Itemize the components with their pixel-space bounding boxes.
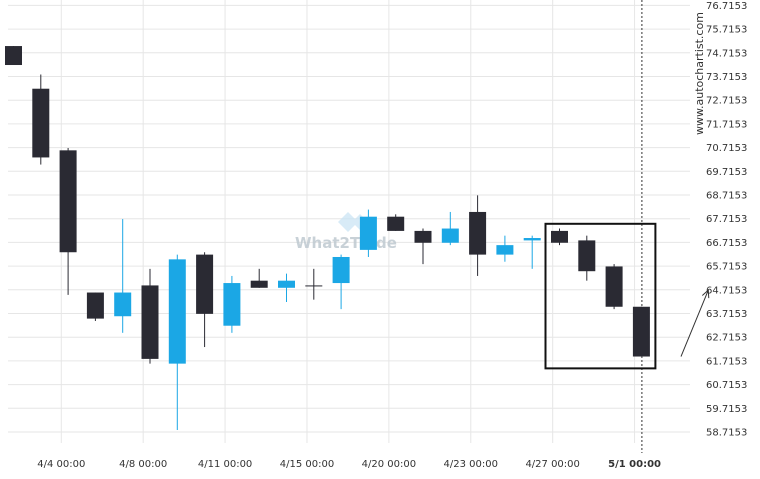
candle [223, 275, 241, 333]
logo-text: What2Trade [295, 234, 397, 252]
x-tick-label: 4/15 00:00 [280, 459, 334, 470]
candle-body [86, 292, 104, 319]
candle [441, 211, 459, 246]
projection-arrow [680, 289, 710, 357]
candle [578, 235, 596, 281]
candle-body [441, 228, 459, 243]
y-tick-label: 61.7153 [706, 356, 747, 367]
candle [278, 273, 295, 303]
y-tick-label: 64.7153 [706, 285, 747, 296]
candles [5, 46, 650, 430]
y-tick-label: 69.7153 [706, 167, 747, 178]
y-tick-label: 67.7153 [706, 214, 747, 225]
candle-body [305, 285, 323, 287]
y-tick-label: 62.7153 [706, 333, 747, 344]
pattern-box [544, 222, 657, 370]
candle-body [223, 283, 241, 326]
candle-body [632, 306, 650, 357]
candle [332, 254, 350, 310]
x-tick-label: 5/1 00:00 [608, 459, 661, 470]
y-tick-label: 71.7153 [706, 119, 747, 130]
candle [551, 228, 568, 246]
candle-body [551, 230, 568, 243]
candle [496, 235, 514, 262]
arrow-shaft [680, 289, 709, 357]
candle-body [523, 238, 541, 241]
candle [605, 264, 623, 310]
candle-body [578, 240, 596, 272]
y-tick-label: 70.7153 [706, 143, 747, 154]
x-tick-label: 4/4 00:00 [37, 459, 85, 470]
candle [141, 268, 159, 364]
y-axis: 76.7153 75.7153 74.7153 73.7153 72.7153 71.71… [706, 1, 747, 439]
y-tick-label: 63.7153 [706, 309, 747, 320]
x-tick-label: 4/20 00:00 [362, 459, 416, 470]
candle-body [496, 245, 514, 255]
candle [59, 147, 77, 295]
y-tick-label: 72.7153 [706, 96, 747, 107]
candle-body [168, 259, 186, 364]
candle-body [469, 211, 487, 255]
y-tick-label: 58.7153 [706, 428, 747, 439]
x-tick-label: 4/27 00:00 [525, 459, 579, 470]
watermark-text: www.autochartist.com [693, 12, 706, 135]
candle-body [278, 280, 295, 288]
candle-body [250, 280, 268, 288]
candle-body [414, 230, 432, 243]
candle-body [605, 266, 623, 307]
candle-body [141, 285, 159, 359]
candle [469, 195, 487, 276]
candle [196, 252, 214, 348]
candle-body [114, 292, 132, 317]
candle [523, 235, 541, 269]
candle-body [32, 88, 50, 158]
candle [168, 254, 186, 430]
candle-body [332, 256, 350, 284]
candle [250, 268, 268, 288]
y-tick-label: 68.7153 [706, 191, 747, 202]
y-tick-label: 60.7153 [706, 380, 747, 391]
y-tick-label: 74.7153 [706, 48, 747, 59]
y-tick-label: 76.7153 [706, 1, 747, 12]
candle-body [59, 150, 77, 253]
candle [414, 228, 432, 265]
candle-body [359, 216, 377, 250]
what2trade-logo: What2Trade [295, 212, 397, 252]
candle [5, 46, 22, 66]
x-tick-label: 4/8 00:00 [119, 459, 167, 470]
candle [387, 214, 405, 231]
x-axis: 4/4 00:00 4/8 00:00 4/11 00:00 4/15 00:00 4/… [37, 459, 661, 470]
arrow-head [701, 289, 710, 299]
candle [86, 292, 104, 321]
x-tick-label: 4/23 00:00 [444, 459, 498, 470]
y-tick-label: 65.7153 [706, 262, 747, 273]
candle [305, 268, 323, 300]
candle [359, 209, 377, 257]
candle-body [387, 216, 405, 231]
y-tick-label: 73.7153 [706, 72, 747, 83]
y-tick-label: 59.7153 [706, 404, 747, 415]
candle-body [5, 46, 22, 66]
pattern-box-rect [544, 222, 657, 370]
candle-body [196, 254, 214, 314]
candle [632, 306, 650, 357]
y-tick-label: 75.7153 [706, 25, 747, 36]
y-tick-label: 66.7153 [706, 238, 747, 249]
candle [32, 74, 50, 165]
x-tick-label: 4/11 00:00 [198, 459, 252, 470]
candle [114, 219, 132, 333]
